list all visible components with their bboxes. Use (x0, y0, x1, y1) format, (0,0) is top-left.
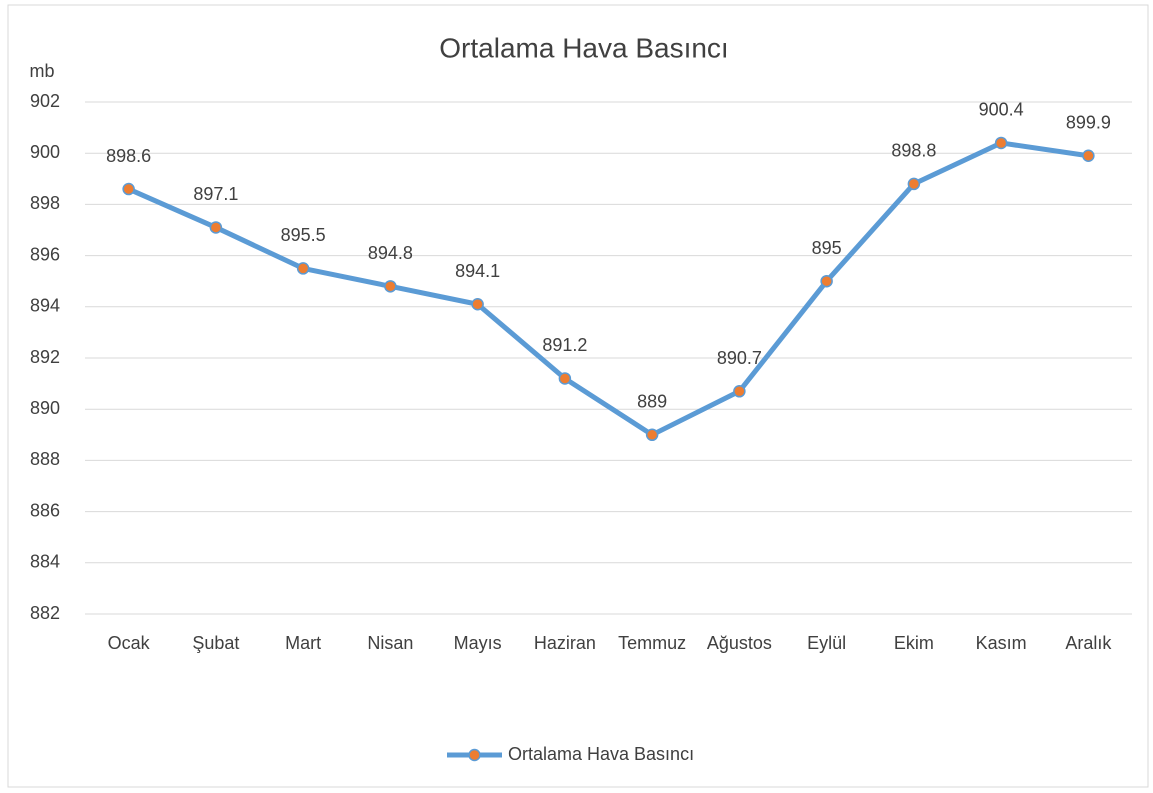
y-tick-label: 888 (30, 449, 60, 469)
legend-label: Ortalama Hava Basıncı (508, 744, 694, 764)
y-tick-label: 882 (30, 603, 60, 623)
marker (122, 182, 135, 196)
data-label: 898.6 (106, 146, 151, 166)
y-tick-label: 892 (30, 347, 60, 367)
marker (820, 274, 833, 288)
x-tick-label: Aralık (1065, 633, 1112, 653)
data-label: 900.4 (979, 100, 1024, 120)
data-label: 895 (812, 238, 842, 258)
x-tick-label: Eylül (807, 633, 846, 653)
y-tick-label: 894 (30, 296, 60, 316)
marker (1082, 149, 1095, 163)
data-label: 889 (637, 392, 667, 412)
marker (558, 372, 572, 385)
x-tick-label: Ocak (108, 633, 151, 653)
x-tick-label: Mart (285, 633, 321, 653)
marker (209, 221, 223, 234)
x-tick-label: Kasım (976, 633, 1027, 653)
marker (994, 136, 1008, 150)
data-label: 899.9 (1066, 113, 1111, 133)
x-tick-label: Ekim (894, 633, 934, 653)
marker (296, 262, 310, 275)
data-label: 895.5 (281, 225, 326, 245)
legend-marker (468, 748, 481, 762)
y-tick-label: 902 (30, 91, 60, 111)
y-tick-label: 884 (30, 552, 60, 572)
data-label: 891.2 (542, 335, 587, 355)
data-label: 890.7 (717, 348, 762, 368)
y-tick-label: 886 (30, 500, 60, 520)
series-line (126, 140, 1091, 438)
marker (645, 428, 659, 442)
y-tick-label: 898 (30, 193, 60, 213)
marker (733, 385, 746, 398)
data-label: 894.8 (368, 243, 413, 263)
x-tick-label: Nisan (367, 633, 413, 653)
x-tick-label: Haziran (534, 633, 596, 653)
data-label: 898.8 (891, 141, 936, 161)
x-tick-label: Şubat (192, 633, 239, 653)
x-tick-label: Mayıs (454, 633, 502, 653)
y-tick-label: 890 (30, 398, 60, 418)
y-tick-label: 896 (30, 244, 60, 264)
data-label: 897.1 (193, 184, 238, 204)
data-label: 894.1 (455, 261, 500, 281)
chart-title: Ortalama Hava Basıncı (439, 32, 728, 63)
marker (907, 177, 921, 191)
x-tick-label: Temmuz (618, 633, 686, 653)
x-tick-label: Ağustos (707, 633, 772, 653)
chart-border (7, 4, 1149, 788)
marker (471, 297, 484, 311)
marker (384, 280, 397, 293)
y-tick-label: 900 (30, 142, 60, 162)
y-axis-label: mb (29, 61, 54, 81)
